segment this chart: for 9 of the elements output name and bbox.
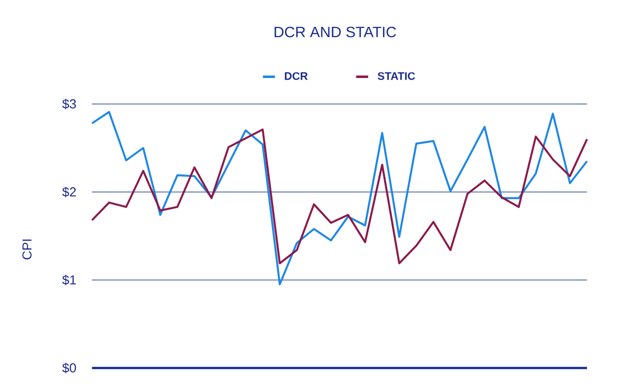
y-tick-label: $3 <box>62 98 76 110</box>
chart-title: DCR AND STATIC <box>274 26 396 38</box>
legend-label: STATIC <box>378 72 416 80</box>
y-tick-label: $2 <box>62 186 76 198</box>
y-tick-label: $0 <box>62 362 76 374</box>
y-axis-title: CPI <box>22 240 32 260</box>
line-series <box>91 110 588 286</box>
legend-label: DCR <box>284 72 308 80</box>
y-tick-label: $1 <box>62 274 76 286</box>
